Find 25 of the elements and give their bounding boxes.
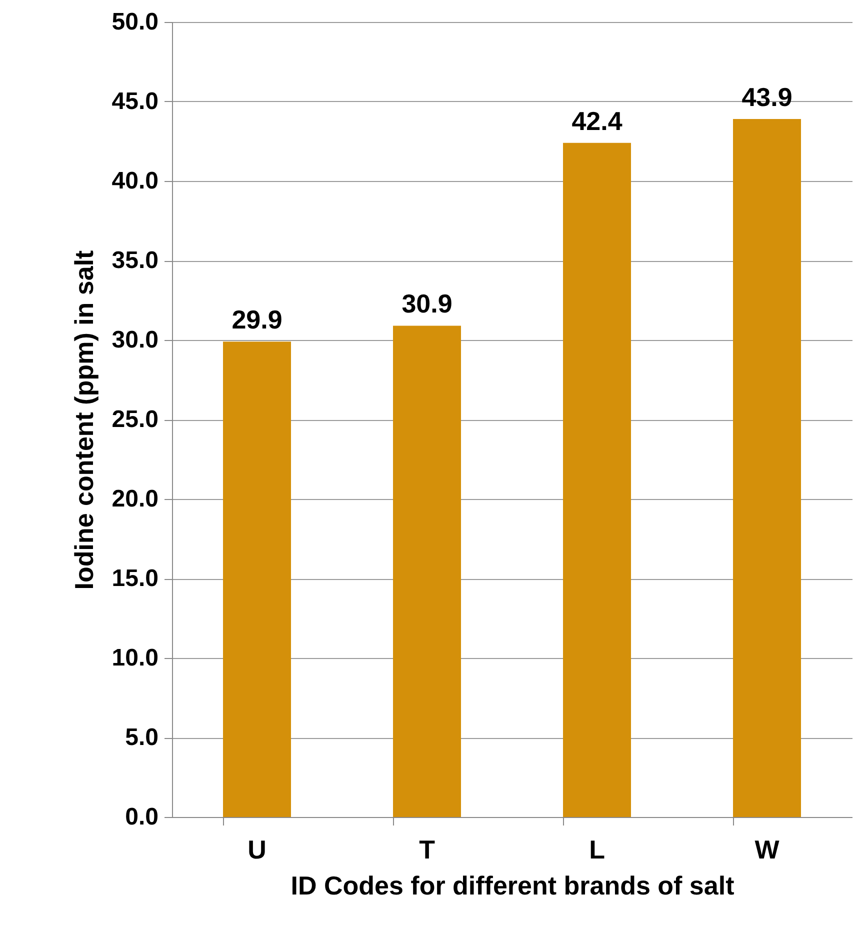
bar: [733, 118, 801, 817]
y-tick-label: 40.0: [112, 168, 158, 194]
bar: [393, 326, 461, 817]
x-tick-label: W: [754, 834, 780, 864]
data-label: 30.9: [402, 288, 452, 319]
x-tick-label: L: [589, 834, 606, 864]
y-tick-label: 30.0: [112, 326, 158, 354]
data-label: 43.9: [742, 82, 792, 112]
y-tick-label: 0.0: [125, 804, 158, 830]
y-tick-label: 5.0: [125, 724, 158, 751]
x-tick-label: T: [419, 834, 436, 864]
y-tick-label: 25.0: [112, 406, 158, 433]
x-tick-label: U: [248, 834, 266, 864]
y-tick-label: 15.0: [112, 565, 158, 592]
y-axis-title: Iodine content (ppm) in salt: [68, 250, 99, 590]
bar: [563, 142, 631, 817]
y-tick-label: 50.0: [112, 8, 158, 36]
x-axis-title: ID Codes for different brands of salt: [290, 870, 735, 900]
data-label: 42.4: [572, 106, 623, 136]
y-tick-label: 35.0: [112, 247, 158, 274]
bar: [223, 342, 291, 817]
y-tick-label: 45.0: [112, 88, 158, 115]
y-tick-label: 20.0: [112, 486, 158, 512]
data-label: 29.9: [232, 304, 282, 335]
y-tick-label: 10.0: [112, 644, 158, 672]
